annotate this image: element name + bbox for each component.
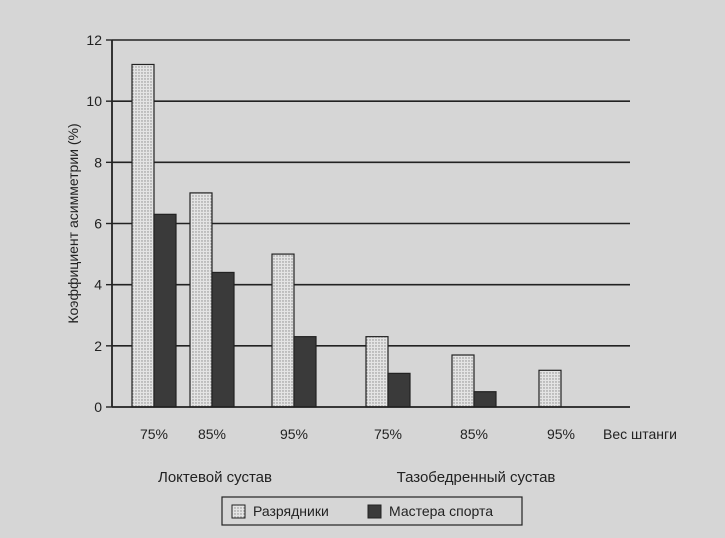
bar-razryadniki-5 xyxy=(538,369,562,408)
legend-swatch-razryadniki xyxy=(231,504,246,519)
bar-razryadniki-0 xyxy=(131,63,155,408)
x-tick-label: 85% xyxy=(460,426,488,442)
bar-razryadniki-3 xyxy=(365,336,389,408)
bar-razryadniki-2 xyxy=(271,253,295,408)
x-tick-label: 75% xyxy=(140,426,168,442)
x-tick-label: 95% xyxy=(280,426,308,442)
legend-label: Разрядники xyxy=(253,503,329,519)
legend-swatch-mastera xyxy=(367,504,382,519)
bar-mastera-0 xyxy=(153,213,177,408)
axis-labels: 0 2 4 6 8 10 12 Коэффициент асимметрии (%) 75% 85… xyxy=(65,32,677,486)
bars xyxy=(131,63,562,408)
y-tick-label: 2 xyxy=(94,338,102,354)
y-tick-label: 10 xyxy=(86,93,102,109)
legend-box xyxy=(221,496,523,526)
x-axis-trailing-label: Вес штанги xyxy=(603,426,677,442)
y-axis-title: Коэффициент асимметрии (%) xyxy=(65,123,81,323)
bar-razryadniki-4 xyxy=(451,354,475,408)
bar-mastera-2 xyxy=(293,336,317,408)
legend-label: Мастера спорта xyxy=(389,503,493,519)
y-tick-label: 12 xyxy=(86,32,102,48)
legend: Разрядники Мастера спорта xyxy=(221,496,523,526)
group-label: Тазобедренный сустав xyxy=(397,469,556,486)
y-tick-label: 8 xyxy=(94,154,102,170)
x-tick-label: 95% xyxy=(547,426,575,442)
y-tick-label: 6 xyxy=(94,216,102,232)
bar-mastera-4 xyxy=(473,391,497,408)
y-tick-label: 4 xyxy=(94,277,102,293)
x-tick-label: 75% xyxy=(374,426,402,442)
bar-razryadniki-1 xyxy=(189,192,213,408)
group-label: Локтевой сустав xyxy=(158,469,272,486)
bar-mastera-1 xyxy=(211,271,235,408)
bar-mastera-3 xyxy=(387,372,411,408)
axes xyxy=(106,39,630,408)
x-tick-label: 85% xyxy=(198,426,226,442)
y-tick-label: 0 xyxy=(94,399,102,415)
